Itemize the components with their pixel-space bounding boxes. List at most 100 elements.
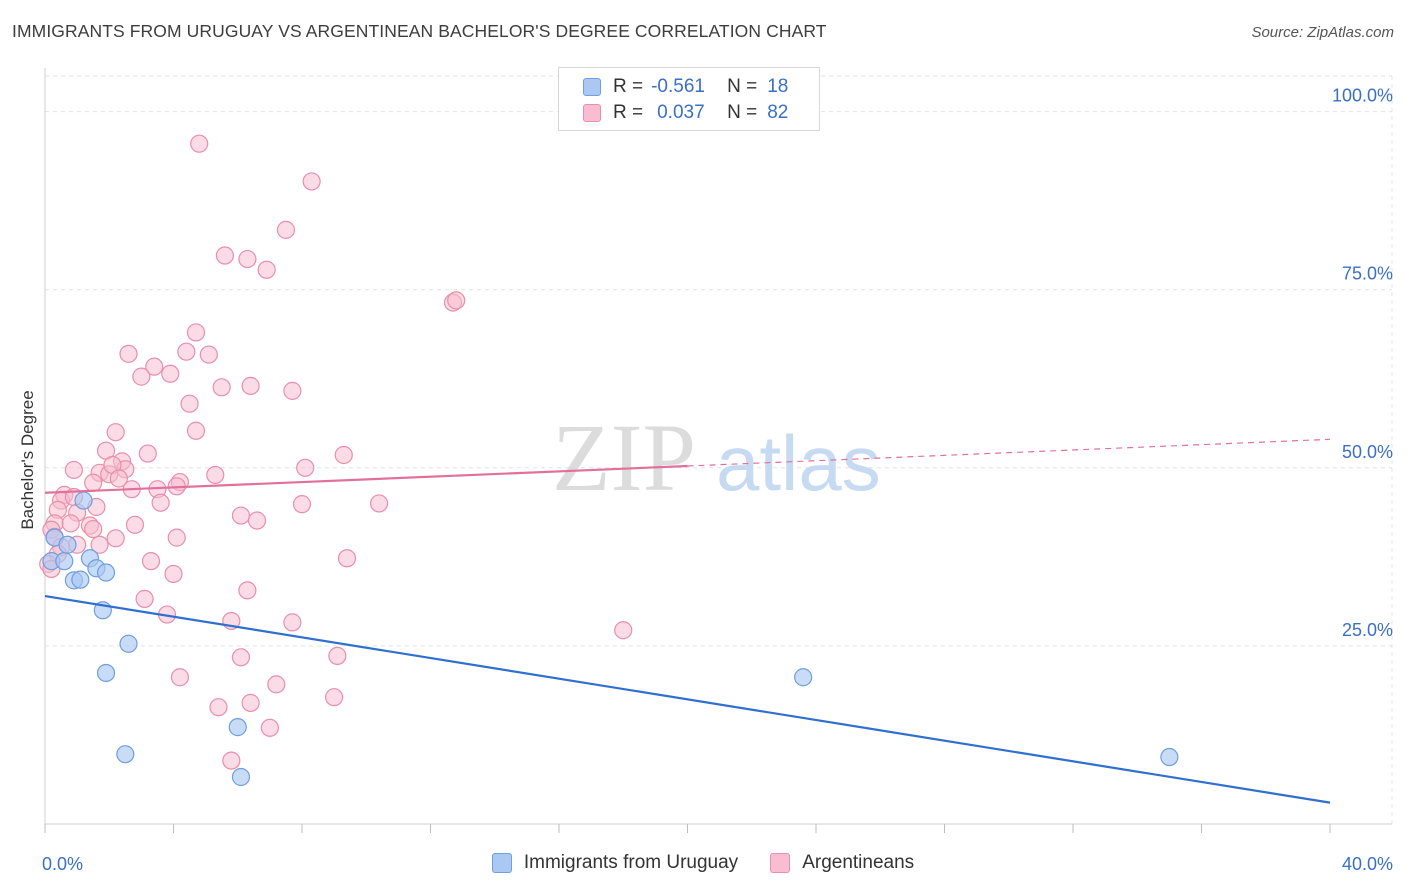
watermark: ZIP atlas bbox=[552, 404, 881, 511]
argentineans-point bbox=[302, 172, 321, 191]
argentineans-point bbox=[125, 515, 145, 534]
uruguay-trend-line bbox=[44, 594, 1331, 804]
argentineans-point bbox=[212, 378, 231, 397]
argentineans-point bbox=[151, 493, 170, 512]
series-legend: Immigrants from Uruguay Argentineans bbox=[0, 852, 1406, 874]
argentineans-point bbox=[145, 357, 164, 376]
argentineans-point bbox=[296, 458, 315, 477]
argentineans-point bbox=[267, 675, 286, 694]
argentineans-point bbox=[283, 613, 302, 632]
argentineans-point bbox=[119, 344, 138, 363]
argentineans-point bbox=[215, 246, 234, 265]
tick-labels: 25.0% 50.0% 75.0% 100.0% 0.0% 40.0% bbox=[42, 86, 1393, 874]
legend-item-argentineans: Argentineans bbox=[770, 852, 914, 874]
legend-row-argentineans: R = 0.037 N = 82 bbox=[583, 100, 788, 126]
y-tick-label: 50.0% bbox=[1342, 442, 1393, 462]
uruguay-point bbox=[794, 668, 813, 687]
argentineans-point bbox=[135, 589, 154, 608]
argentineans-point bbox=[260, 718, 279, 737]
argentineans-point bbox=[170, 668, 190, 687]
argentineans-point bbox=[231, 648, 251, 667]
argentineans-point bbox=[186, 323, 206, 342]
uruguay-point bbox=[58, 535, 77, 554]
trend-lines bbox=[44, 438, 1331, 804]
uruguay-point bbox=[116, 745, 135, 764]
argentineans-point bbox=[164, 564, 183, 584]
argentineans-point bbox=[180, 394, 199, 413]
correlation-legend: R = -0.561 N = 18 R = 0.037 N = 82 bbox=[558, 67, 820, 131]
argentineans-point bbox=[106, 423, 125, 442]
uruguay-point bbox=[71, 570, 90, 589]
argentineans-point bbox=[84, 473, 103, 492]
r-label: R = bbox=[613, 76, 644, 97]
argentineans-point bbox=[328, 646, 347, 665]
y-tick-label: 100.0% bbox=[1332, 86, 1393, 106]
argentineans-point bbox=[141, 552, 161, 571]
argentineans-trend-extension bbox=[687, 438, 1331, 467]
argentineans-point bbox=[257, 260, 276, 279]
x-tick-label: 0.0% bbox=[42, 854, 83, 874]
argentineans-point bbox=[64, 460, 84, 480]
argentineans-point bbox=[61, 514, 80, 533]
legend-label: Immigrants from Uruguay bbox=[523, 852, 739, 873]
y-tick-label: 25.0% bbox=[1342, 620, 1393, 640]
argentineans-point bbox=[222, 751, 241, 770]
legend-swatch-blue bbox=[583, 78, 601, 96]
uruguay-point bbox=[1160, 747, 1179, 767]
r-value: -0.561 bbox=[651, 76, 705, 97]
argentineans-point bbox=[276, 220, 296, 239]
x-tick-label: 40.0% bbox=[1342, 854, 1393, 874]
uruguay-point bbox=[228, 718, 247, 737]
argentineans-point bbox=[283, 381, 302, 400]
argentineans-point bbox=[167, 528, 186, 547]
argentineans-trend-line bbox=[44, 464, 688, 494]
uruguay-point bbox=[74, 491, 93, 510]
uruguay-point bbox=[96, 563, 116, 582]
axes-layer bbox=[44, 68, 1392, 833]
argentineans-point bbox=[206, 465, 225, 485]
argentineans-point bbox=[84, 519, 103, 539]
argentineans-point bbox=[334, 445, 353, 465]
argentineans-point bbox=[238, 249, 257, 269]
n-label: N = bbox=[727, 76, 758, 97]
uruguay-points bbox=[42, 491, 1179, 787]
argentineans-point bbox=[109, 469, 128, 488]
argentineans-point bbox=[199, 345, 218, 364]
argentineans-point bbox=[238, 581, 257, 600]
argentineans-point bbox=[177, 342, 196, 361]
argentineans-point bbox=[161, 364, 180, 383]
n-label: N = bbox=[727, 102, 758, 123]
argentineans-point bbox=[292, 495, 312, 514]
argentineans-point bbox=[247, 511, 267, 530]
argentineans-point bbox=[337, 549, 357, 568]
watermark-zip: ZIP bbox=[552, 404, 696, 511]
legend-label: Argentineans bbox=[802, 852, 915, 873]
watermark-atlas: atlas bbox=[716, 419, 881, 507]
uruguay-point bbox=[96, 663, 116, 683]
uruguay-point bbox=[231, 767, 251, 787]
legend-row-uruguay: R = -0.561 N = 18 bbox=[583, 74, 788, 100]
argentineans-point bbox=[186, 421, 206, 440]
argentineans-point bbox=[241, 693, 260, 712]
source-credit: Source: ZipAtlas.com bbox=[1251, 24, 1394, 41]
uruguay-point bbox=[55, 552, 74, 571]
r-value: 0.037 bbox=[657, 102, 705, 123]
n-value: 82 bbox=[767, 102, 789, 123]
legend-swatch-pink bbox=[583, 104, 601, 122]
legend-swatch-blue bbox=[491, 853, 512, 873]
legend-item-uruguay: Immigrants from Uruguay bbox=[491, 852, 739, 874]
argentineans-point bbox=[132, 367, 151, 386]
argentineans-point bbox=[106, 529, 125, 548]
argentineans-point bbox=[447, 291, 466, 310]
n-value: 18 bbox=[767, 76, 789, 97]
uruguay-point bbox=[119, 634, 138, 653]
y-tick-label: 75.0% bbox=[1342, 264, 1393, 284]
argentineans-point bbox=[231, 506, 251, 525]
legend-swatch-pink bbox=[770, 853, 791, 873]
chart-title: IMMIGRANTS FROM URUGUAY VS ARGENTINEAN B… bbox=[12, 21, 827, 41]
argentineans-point bbox=[209, 698, 228, 717]
r-label: R = bbox=[613, 102, 644, 123]
argentineans-point bbox=[138, 444, 157, 463]
argentineans-point bbox=[190, 134, 209, 153]
